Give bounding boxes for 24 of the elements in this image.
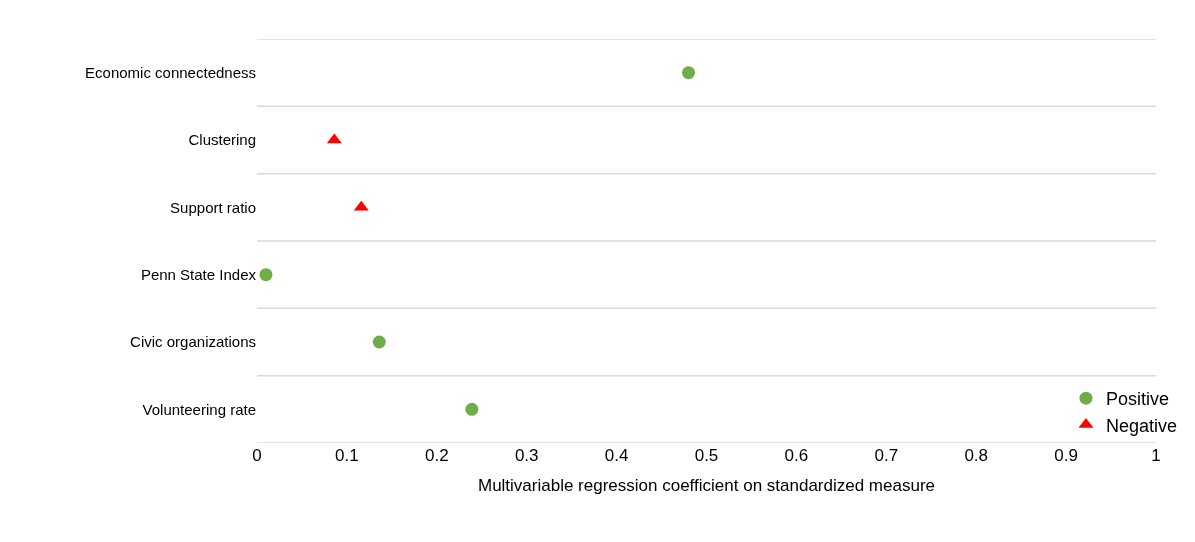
y-tick-label: Clustering [188,131,256,149]
x-tick-label: 0.3 [514,446,539,465]
x-tick-label: 0.2 [424,446,449,465]
x-axis-title: Multivariable regression coefficient on standardized measure [477,476,936,496]
x-tick-label: 0.9 [1054,446,1078,465]
y-tick-label: Economic connectedness [85,63,256,81]
x-tick-label: 0.5 [694,446,719,465]
y-tick-label: Penn State Index [140,265,257,283]
point [259,268,273,282]
legend-label: Positive [1105,389,1169,410]
point [372,335,386,349]
y-tick-label: Support ratio [170,198,256,216]
point [682,66,696,80]
x-tick-label: 1 [1151,446,1161,465]
x-tick-label: 0.1 [335,446,359,465]
x-tick-label: 0.8 [964,446,989,465]
y-tick-label: Civic organizations [130,333,256,351]
legend-label: Negative [1105,415,1178,436]
x-tick-label: 0 [252,446,262,465]
y-tick-label: Volunteering rate [142,400,256,418]
x-tick-label: 0.4 [604,446,629,465]
x-tick-label: 0.6 [784,446,809,465]
x-tick-label: 0.7 [874,446,899,465]
point [465,402,479,416]
